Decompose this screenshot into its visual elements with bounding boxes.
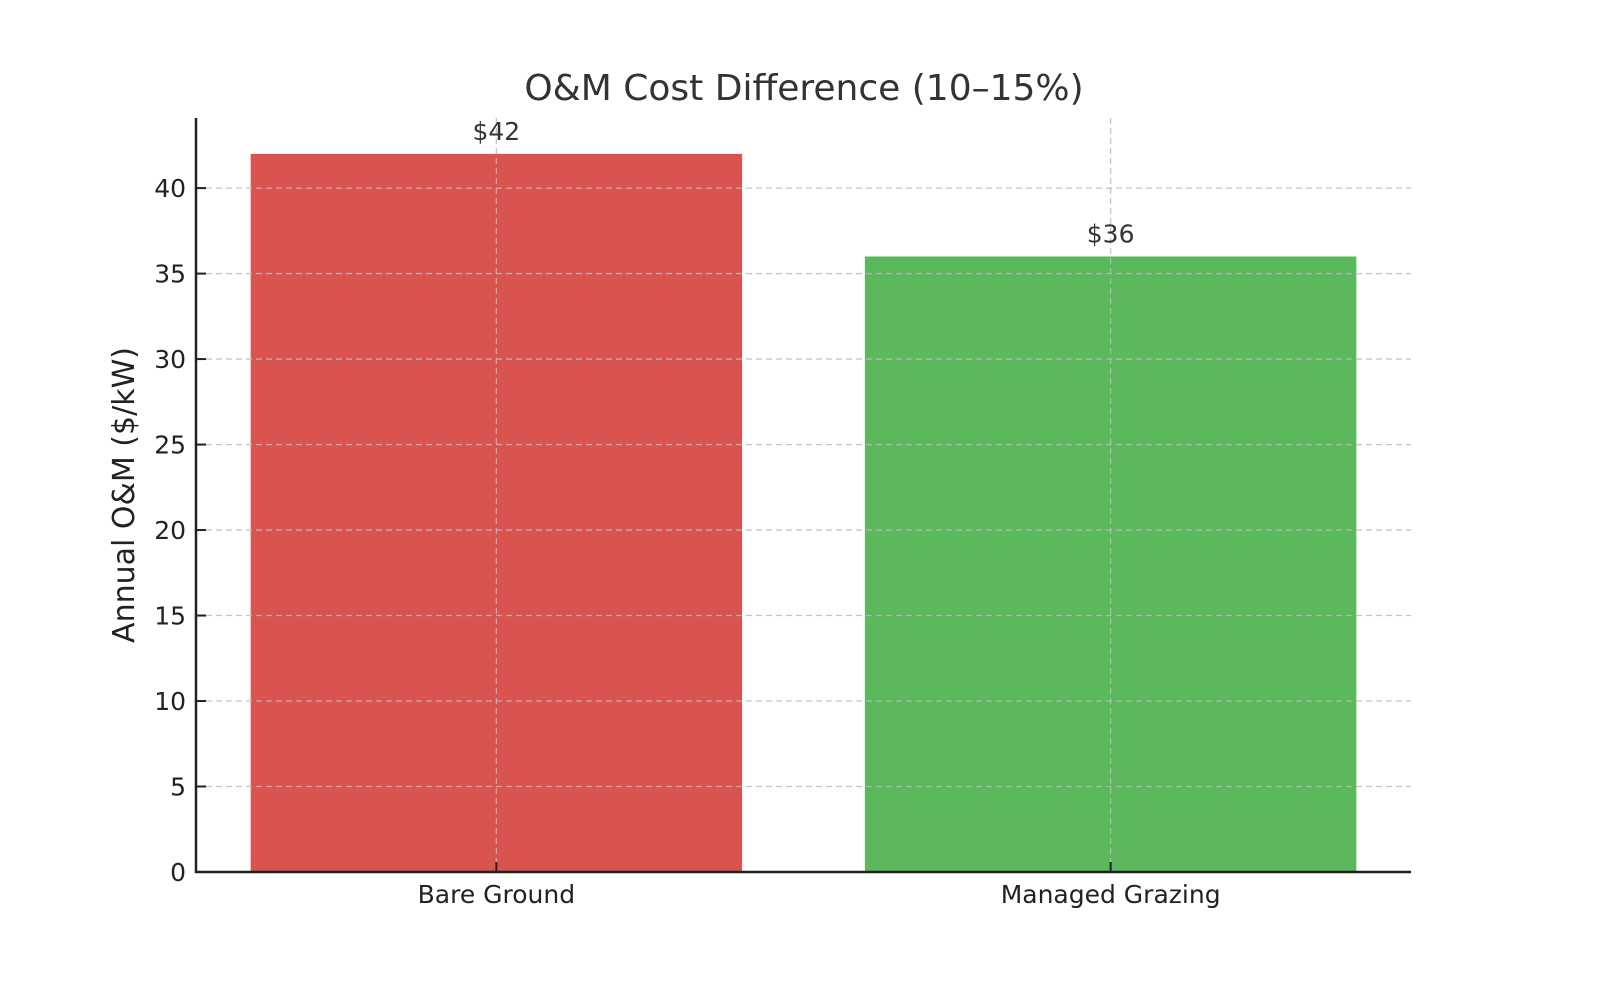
y-tick-label-5: 25	[154, 431, 186, 460]
y-tick-label-1: 5	[170, 773, 186, 802]
y-tick-label-8: 40	[154, 174, 186, 203]
x-tick-label-1: Managed Grazing	[1001, 880, 1221, 909]
y-tick-label-6: 30	[154, 345, 186, 374]
y-axis-label: Annual O&M ($/kW)	[107, 347, 142, 643]
chart-title: O&M Cost Difference (10–15%)	[524, 68, 1083, 109]
y-tick-label-0: 0	[170, 858, 186, 887]
y-tick-label-3: 15	[154, 602, 186, 631]
y-tick-label-7: 35	[154, 260, 186, 289]
y-tick-label-2: 10	[154, 687, 186, 716]
data-label-0: $42	[473, 117, 521, 146]
data-label-1: $36	[1087, 219, 1135, 248]
x-tick-label-0: Bare Ground	[418, 880, 575, 909]
y-tick-label-4: 20	[154, 516, 186, 545]
